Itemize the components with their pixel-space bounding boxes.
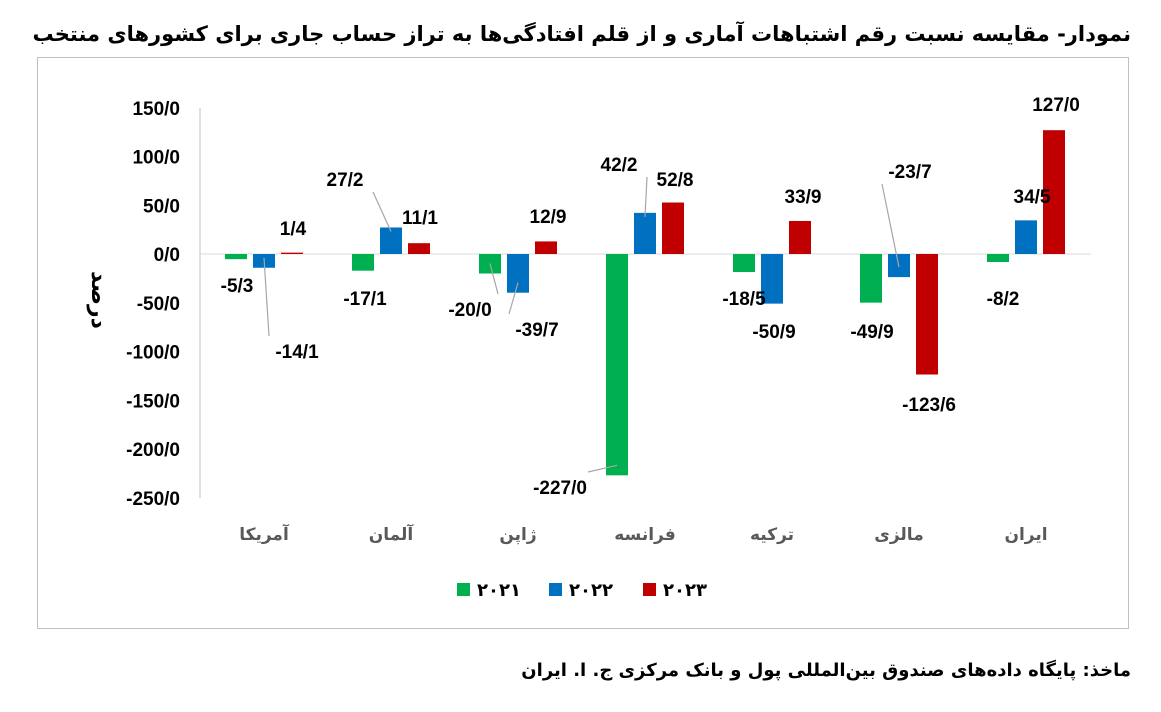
data-label: -123/6 <box>902 395 956 416</box>
data-label: -5/3 <box>221 276 254 297</box>
category-label: ترکیه <box>750 525 794 545</box>
leader-line <box>263 257 270 337</box>
leader-line <box>881 183 900 268</box>
legend-label: ۲۰۲۱ <box>477 580 521 601</box>
y-tick-label: -100/0 <box>126 343 180 364</box>
legend-swatch-1 <box>549 583 562 596</box>
y-tick-label: 100/0 <box>132 148 180 169</box>
bar-1-1 <box>380 227 402 254</box>
category-label: فرانسه <box>614 525 676 545</box>
data-label: -18/5 <box>722 289 766 310</box>
data-label: 42/2 <box>601 155 638 176</box>
y-tick-label: 50/0 <box>143 196 180 217</box>
chart-frame <box>37 57 1129 629</box>
bar-0-5 <box>860 254 882 303</box>
y-tick-label: 150/0 <box>132 99 180 120</box>
data-label: 52/8 <box>657 170 694 191</box>
y-tick-label: -200/0 <box>126 440 180 461</box>
bar-1-2 <box>507 254 529 293</box>
legend-swatch-2 <box>643 583 656 596</box>
legend-label: ۲۰۲۲ <box>569 580 613 601</box>
category-label: ژاپن <box>499 525 536 545</box>
legend-swatch-0 <box>457 583 470 596</box>
y-tick-label: -50/0 <box>137 294 180 315</box>
bar-1-3 <box>634 212 656 254</box>
bar-2-5 <box>916 254 938 375</box>
bar-2-2 <box>535 241 557 254</box>
data-label: 34/5 <box>1014 187 1051 208</box>
data-label: 12/9 <box>530 207 567 228</box>
bar-0-3 <box>606 254 628 476</box>
data-label: 1/4 <box>280 219 307 240</box>
category-label: ایران <box>1004 525 1047 545</box>
data-label: -39/7 <box>515 320 558 341</box>
y-tick-label: -250/0 <box>126 489 180 510</box>
leader-line <box>587 464 618 473</box>
data-label: -14/1 <box>275 342 319 363</box>
data-label: 33/9 <box>785 187 822 208</box>
y-tick-label: 0/0 <box>154 245 180 266</box>
bar-2-4 <box>789 220 811 254</box>
data-label: -8/2 <box>987 289 1020 310</box>
bar-2-3 <box>662 202 684 254</box>
data-label: -20/0 <box>448 300 491 321</box>
bar-0-1 <box>352 254 374 271</box>
category-label: آمریکا <box>239 523 290 545</box>
leader-line <box>508 282 519 315</box>
data-label: 127/0 <box>1032 95 1080 116</box>
data-label: 27/2 <box>327 170 364 191</box>
bar-2-1 <box>408 243 430 254</box>
leader-line <box>372 191 392 232</box>
chart-title: نمودار- مقایسه نسبت رقم اشتباهات آماری و… <box>32 22 1131 46</box>
bar-2-6 <box>1043 130 1065 254</box>
source-note: ماخذ: پایگاه داده‌های صندوق بین‌المللی پ… <box>521 660 1131 681</box>
y-axis-title: درصد <box>86 271 111 329</box>
leader-line <box>644 176 648 217</box>
bar-2-0 <box>281 252 303 254</box>
data-label: -17/1 <box>343 289 387 310</box>
bar-1-4 <box>761 254 783 304</box>
category-label: آلمان <box>369 523 415 545</box>
data-label: -50/9 <box>752 322 795 343</box>
category-label: مالزی <box>874 525 923 545</box>
leader-line <box>489 263 499 295</box>
y-tick-label: -150/0 <box>126 391 180 412</box>
data-label: 11/1 <box>402 208 438 229</box>
data-label: -23/7 <box>888 162 931 183</box>
bar-0-0 <box>225 254 247 260</box>
legend-label: ۲۰۲۳ <box>663 580 707 601</box>
data-label: -49/9 <box>850 322 893 343</box>
bar-1-6 <box>1015 220 1037 254</box>
bar-0-4 <box>733 254 755 273</box>
bar-0-6 <box>987 254 1009 262</box>
data-label: -227/0 <box>533 478 587 499</box>
